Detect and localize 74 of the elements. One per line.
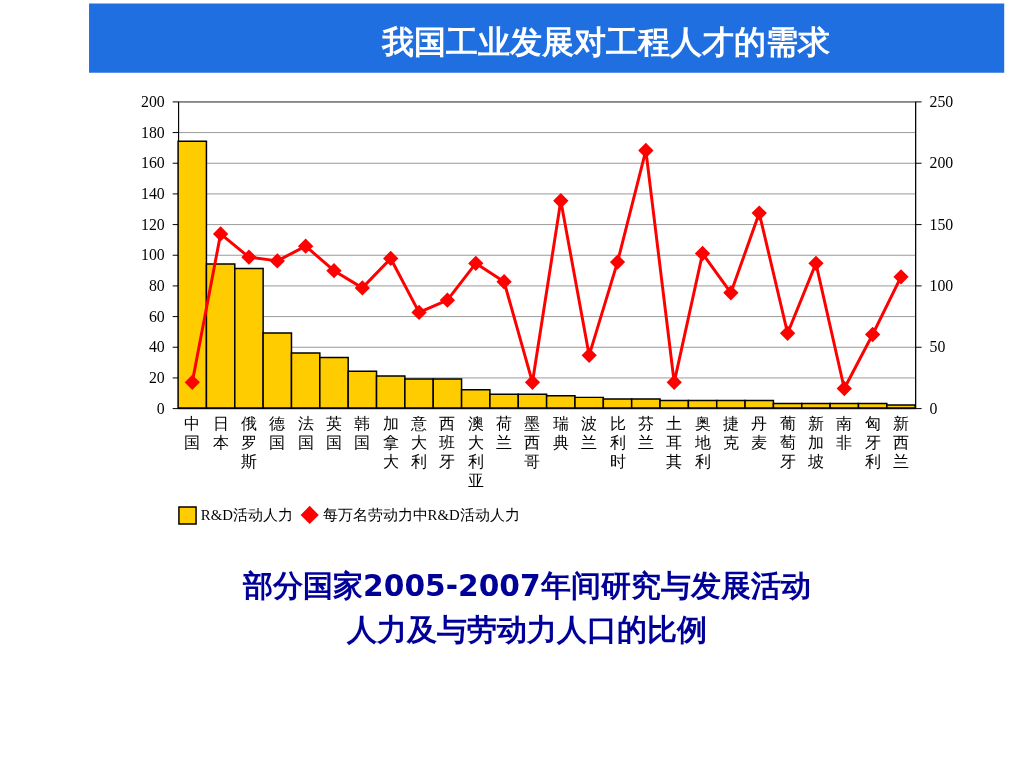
y2-tick-label: 150 xyxy=(929,215,954,233)
y2-tick-label: 0 xyxy=(929,399,938,417)
legend-label: R&D活动人力 xyxy=(200,507,293,524)
y-tick-label: 180 xyxy=(141,123,165,141)
point xyxy=(581,348,597,363)
x-tick-label: 比利时 xyxy=(609,415,626,470)
point xyxy=(752,205,767,221)
legend-label: 每万名劳动力中R&D活动人力 xyxy=(322,506,520,523)
point xyxy=(383,251,398,266)
x-tick-label: 丹麦 xyxy=(751,415,768,452)
y-tick-label: 100 xyxy=(141,246,165,264)
point xyxy=(808,256,824,271)
x-tick-label: 韩国 xyxy=(354,415,371,452)
point xyxy=(298,238,313,254)
x-tick-label: 荷兰 xyxy=(496,415,513,452)
point xyxy=(185,375,200,390)
x-tick-label: 澳大利亚 xyxy=(467,415,484,489)
y-tick-label: 80 xyxy=(148,276,165,294)
x-tick-label: 南非 xyxy=(836,415,853,452)
x-tick-label: 瑞典 xyxy=(552,415,569,452)
x-tick-label: 德国 xyxy=(269,415,286,452)
point xyxy=(610,254,625,270)
x-tick-label: 土耳其 xyxy=(666,415,683,470)
text: 部分国家2005-2007年间研究与发展活动 xyxy=(242,567,811,603)
point xyxy=(496,274,512,289)
x-tick-label: 新加坡 xyxy=(806,415,824,470)
x-tick-label: 日本 xyxy=(212,415,229,452)
x-tick-label: 英国 xyxy=(326,415,343,452)
x-tick-label: 意大利 xyxy=(410,415,428,470)
point xyxy=(780,326,795,341)
x-tick-label: 奥地利 xyxy=(693,415,711,470)
point xyxy=(213,226,228,242)
point xyxy=(695,246,710,261)
point xyxy=(638,143,654,158)
point xyxy=(355,280,370,296)
y2-tick-label: 250 xyxy=(929,92,954,110)
y-tick-label: 60 xyxy=(148,307,165,325)
point xyxy=(666,375,682,390)
x-tick-label: 新西兰 xyxy=(892,415,909,470)
y2-tick-label: 50 xyxy=(929,338,946,356)
y-tick-label: 120 xyxy=(141,215,165,233)
point xyxy=(553,193,569,209)
point xyxy=(411,305,427,320)
x-tick-label: 加拿大 xyxy=(382,415,399,470)
y-tick-label: 0 xyxy=(156,399,165,417)
point xyxy=(525,375,540,390)
point xyxy=(837,381,852,396)
y-tick-label: 140 xyxy=(141,184,165,202)
x-tick-label: 墨西哥 xyxy=(524,415,541,470)
point xyxy=(893,269,909,285)
x-tick-label: 葡萄牙 xyxy=(779,415,796,470)
x-tick-label: 中国 xyxy=(184,415,201,452)
point xyxy=(723,285,739,301)
point xyxy=(241,249,257,265)
point xyxy=(468,256,483,271)
x-tick-label: 匈牙利 xyxy=(864,415,881,470)
x-tick-label: 西班牙 xyxy=(439,415,456,470)
text: 人力及与劳动力人口的比例 xyxy=(345,612,707,648)
y-tick-label: 200 xyxy=(141,92,165,110)
x-tick-label: 捷克 xyxy=(722,415,739,452)
x-tick-label: 波兰 xyxy=(581,415,598,452)
point xyxy=(270,253,285,269)
point xyxy=(865,327,880,342)
point xyxy=(440,292,455,308)
y-tick-label: 40 xyxy=(148,338,165,356)
point xyxy=(326,263,342,278)
x-tick-label: 俄罗斯 xyxy=(240,415,257,470)
chart-title: 我国工业发展对工程人才的需求 xyxy=(380,23,830,60)
y2-tick-label: 100 xyxy=(929,276,954,294)
y-tick-label: 160 xyxy=(141,154,165,172)
y-tick-label: 20 xyxy=(148,368,165,386)
x-tick-label: 芬兰 xyxy=(637,415,654,452)
x-tick-label: 法国 xyxy=(297,415,314,452)
y2-tick-label: 200 xyxy=(929,154,954,172)
